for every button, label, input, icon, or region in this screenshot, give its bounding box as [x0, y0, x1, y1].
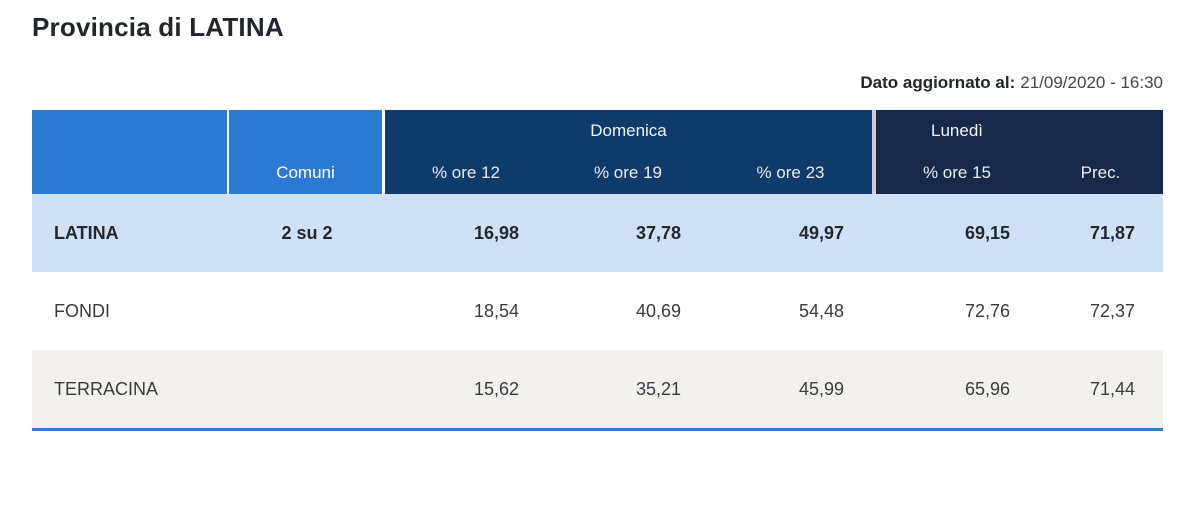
value-cell-prec: 71,87	[1089, 222, 1135, 243]
header-group-domenica: Domenica % ore 12 % ore 19 % ore 23	[385, 110, 872, 194]
header-cell-comuni: Comuni	[229, 110, 382, 194]
header-cell-empty	[32, 110, 227, 194]
col-label-prec: Prec.	[1080, 163, 1121, 182]
table-header: Comuni Domenica % ore 12 % ore 19 % ore …	[32, 110, 1163, 194]
value-cell-prec: 71,44	[1089, 378, 1135, 399]
value-cell-ore19: 35,21	[635, 378, 681, 399]
value-cell-ore19: 37,78	[635, 222, 681, 243]
comuni-column-label: Comuni	[276, 163, 335, 182]
table-row-latina[interactable]: LATINA 2 su 2 16,98 37,78 49,97 69,15 71…	[32, 194, 1163, 272]
header-spacer	[229, 110, 382, 152]
last-updated-label: Dato aggiornato al:	[860, 73, 1016, 92]
value-cell-ore19: 40,69	[635, 300, 681, 321]
col-label-ore23: % ore 23	[756, 163, 825, 182]
col-label-ore15: % ore 15	[922, 163, 992, 182]
table-row-terracina[interactable]: TERRACINA 15,62 35,21 45,99 65,96 71,44	[32, 350, 1163, 428]
value-cell-ore12: 18,54	[473, 300, 519, 321]
row-name-cell: LATINA	[54, 222, 119, 243]
last-updated-value: 21/09/2020 - 16:30	[1020, 73, 1163, 92]
results-table: Comuni Domenica % ore 12 % ore 19 % ore …	[32, 110, 1163, 431]
domenica-group-label: Domenica	[590, 121, 667, 140]
value-cell-ore23: 49,97	[798, 222, 844, 243]
table-bottom-rule	[32, 428, 1163, 431]
table-row-fondi[interactable]: FONDI 18,54 40,69 54,48 72,76 72,37	[32, 272, 1163, 350]
lunedi-group-label: Lunedì	[931, 121, 983, 140]
value-cell-ore15: 69,15	[964, 222, 1010, 243]
value-cell-ore23: 54,48	[798, 300, 844, 321]
col-label-ore12: % ore 12	[431, 163, 501, 182]
header-divider	[382, 110, 385, 194]
row-name-cell: TERRACINA	[54, 378, 159, 399]
value-cell-ore12: 15,62	[473, 378, 519, 399]
header-divider	[872, 110, 876, 194]
value-cell-prec: 72,37	[1089, 300, 1135, 321]
row-name-cell: FONDI	[54, 300, 110, 321]
value-cell-ore15: 65,96	[964, 378, 1010, 399]
value-cell-ore15: 72,76	[964, 300, 1010, 321]
row-comuni-cell: 2 su 2	[281, 222, 333, 243]
header-group-lunedi: Lunedì % ore 15 Prec.	[876, 110, 1163, 194]
page-title: Provincia di LATINA	[32, 12, 284, 42]
last-updated: Dato aggiornato al: 21/09/2020 - 16:30	[860, 73, 1163, 93]
col-label-ore19: % ore 19	[593, 163, 663, 182]
value-cell-ore12: 16,98	[473, 222, 519, 243]
header-divider	[227, 110, 229, 194]
value-cell-ore23: 45,99	[798, 378, 844, 399]
